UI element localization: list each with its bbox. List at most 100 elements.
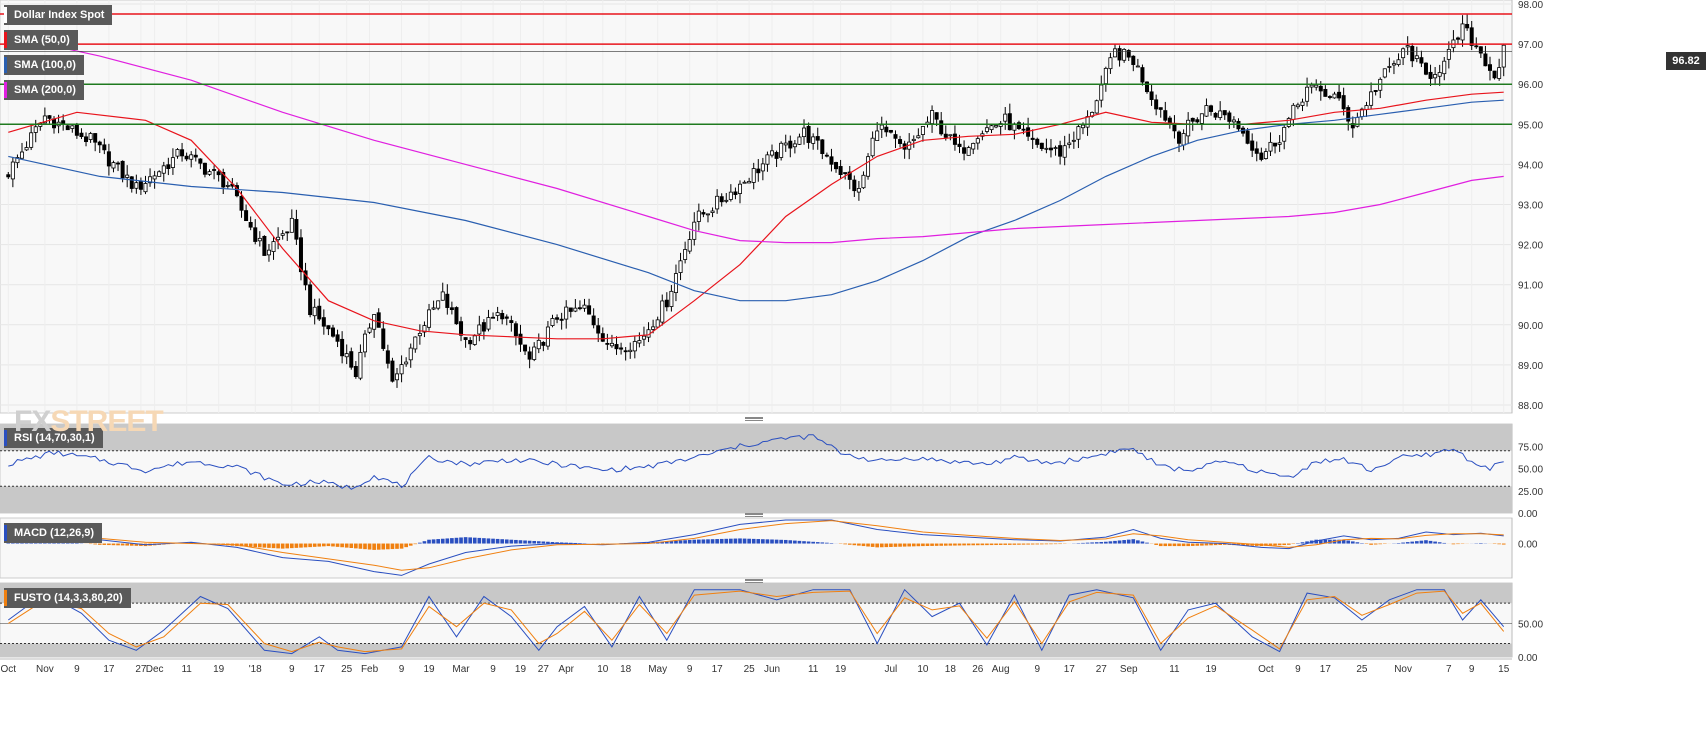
candle-body	[1305, 87, 1308, 101]
candle-body	[1031, 138, 1034, 139]
candle-body	[52, 119, 55, 128]
x-tick-label: 17	[103, 664, 115, 675]
candle-body	[670, 291, 673, 306]
macd-hist-bar	[784, 540, 788, 544]
candle-body	[409, 348, 412, 360]
candle-body	[1118, 49, 1121, 61]
sma100-legend[interactable]: SMA (100,0)	[4, 55, 84, 75]
candle-body	[103, 145, 106, 150]
macd-hist-bar	[1214, 544, 1218, 546]
macd-hist-bar	[715, 539, 719, 543]
candle-body	[281, 234, 284, 236]
macd-hist-bar	[793, 541, 797, 544]
candle-body	[354, 366, 357, 376]
candle-body	[501, 313, 504, 318]
fusto-legend[interactable]: FUSTO (14,3,3,80,20)	[4, 588, 131, 608]
macd-hist-bar	[441, 539, 445, 544]
candle-body	[286, 232, 289, 233]
macd-hist-bar	[258, 544, 262, 548]
candle-body	[1173, 125, 1176, 131]
candle-body	[587, 306, 590, 314]
macd-hist-bar	[674, 541, 678, 544]
candle-body	[885, 127, 888, 132]
macd-hist-bar	[102, 544, 106, 545]
macd-legend[interactable]: MACD (12,26,9)	[4, 523, 102, 543]
candle-body	[748, 181, 751, 183]
macd-hist-bar	[798, 541, 802, 544]
macd-ytick-label: 0.00	[1518, 540, 1538, 551]
candle-body	[958, 144, 961, 146]
x-tick-label: 11	[808, 664, 819, 675]
candle-body	[1493, 71, 1496, 78]
candle	[455, 306, 458, 324]
macd-hist-bar	[1287, 544, 1291, 545]
macd-hist-bar	[112, 544, 116, 546]
macd-hist-bar	[1090, 542, 1094, 543]
macd-hist-bar	[907, 544, 911, 547]
macd-hist-bar	[747, 539, 751, 544]
macd-hist-bar	[98, 544, 102, 545]
macd-hist-bar	[1191, 544, 1195, 546]
macd-hist-bar	[711, 539, 715, 543]
candle-body	[1383, 69, 1386, 77]
x-tick-label: Oct	[1258, 664, 1274, 675]
candle-body	[972, 143, 975, 149]
candle-body	[1095, 101, 1098, 113]
candle-body	[784, 143, 787, 145]
candle-body	[350, 352, 353, 368]
candle-body	[976, 139, 979, 143]
sma50-legend[interactable]: SMA (50,0)	[4, 30, 78, 50]
macd-hist-bar	[1406, 542, 1410, 543]
macd-hist-bar	[1200, 544, 1204, 546]
x-tick-label: 9	[74, 664, 80, 675]
main-ytick-label: 91.00	[1518, 281, 1543, 292]
x-tick-label: 9	[490, 664, 496, 675]
candle-body	[1228, 113, 1231, 122]
candle-body	[158, 172, 161, 177]
candle-body	[697, 211, 700, 221]
candle-body	[1484, 54, 1487, 66]
macd-hist-bar	[455, 538, 459, 544]
macd-hist-bar	[121, 544, 125, 546]
candle-body	[889, 130, 892, 132]
candle-body	[469, 340, 472, 343]
macd-hist-bar	[1173, 544, 1177, 547]
macd-hist-bar	[1410, 542, 1414, 544]
candle-body	[1187, 120, 1190, 136]
candle-body	[1328, 97, 1331, 98]
candle-body	[1461, 24, 1464, 40]
x-tick-label: Jun	[764, 664, 780, 675]
candle-body	[331, 328, 334, 336]
candle-body	[112, 163, 115, 168]
macd-hist-bar	[299, 544, 303, 548]
macd-hist-bar	[327, 544, 331, 547]
candle-body	[1145, 82, 1148, 92]
candle-body	[1045, 148, 1048, 149]
macd-hist-bar	[820, 542, 824, 543]
macd-hist-bar	[1031, 544, 1035, 545]
x-tick-label: 17	[1064, 664, 1076, 675]
candle-body	[935, 113, 938, 120]
panel-splitter-line-0	[745, 420, 763, 421]
candle-body	[807, 126, 810, 142]
candle-body	[1443, 61, 1446, 73]
candle-body	[684, 249, 687, 259]
candle-body	[706, 214, 709, 215]
x-tick-label: 9	[1469, 664, 1475, 675]
candle-body	[377, 313, 380, 328]
candle-body	[679, 261, 682, 273]
candle-body	[75, 125, 78, 135]
candle-body	[1502, 45, 1505, 67]
instrument-legend[interactable]: Dollar Index Spot	[4, 5, 112, 25]
candle-body	[1406, 46, 1409, 47]
candle-body	[1004, 114, 1007, 121]
sma200-legend[interactable]: SMA (200,0)	[4, 80, 84, 100]
candle-body	[373, 315, 376, 330]
macd-label: MACD (12,26,9)	[14, 527, 94, 539]
candle-body	[1008, 114, 1011, 130]
candle-body	[780, 143, 783, 157]
axis-bg-macd	[1512, 518, 1707, 578]
candle-body	[711, 211, 714, 213]
last-price-tag: 96.82	[1666, 52, 1706, 70]
